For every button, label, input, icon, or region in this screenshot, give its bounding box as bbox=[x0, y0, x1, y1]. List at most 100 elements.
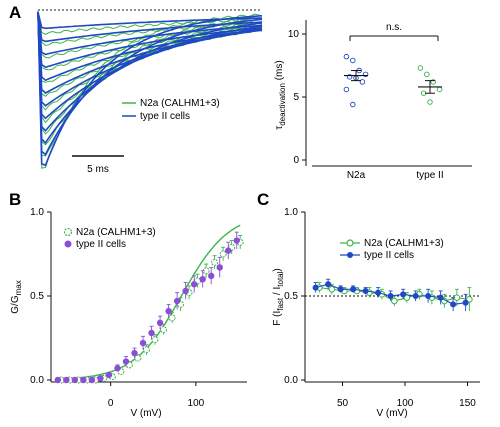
panel-a-right: τdeactivation (ms) n.s. N2a type II 0 5 10 bbox=[274, 20, 472, 181]
point-b-n2a-18 bbox=[211, 258, 219, 266]
point-b-n2a-9 bbox=[134, 354, 142, 362]
y-tick-label-b-0.5: 0.5 bbox=[30, 291, 44, 302]
y-axis-label-b: G/Gmax bbox=[10, 280, 23, 313]
point-c-type2-7 bbox=[400, 291, 407, 298]
point-a-1-1 bbox=[424, 71, 430, 78]
point-b-type2-2 bbox=[71, 376, 79, 384]
point-c-type2-5 bbox=[375, 289, 382, 296]
trace-n2a-11 bbox=[37, 10, 263, 35]
point-b-type2-19 bbox=[216, 264, 223, 271]
point-c-type2-8 bbox=[412, 293, 419, 299]
panel-c: F (Ifast / Itotal) V (mV) N2a (CALHM1+3)… bbox=[272, 207, 480, 419]
point-c-type2-1 bbox=[325, 281, 332, 288]
trace-type2-6 bbox=[37, 11, 263, 94]
point-b-type2-12 bbox=[156, 319, 164, 327]
point-b-n2a-12 bbox=[159, 326, 167, 334]
x-axis-label-c: V (mV) bbox=[376, 408, 407, 419]
y-tick-label-a-5: 5 bbox=[293, 92, 299, 103]
legend-label-c-n2a: N2a (CALHM1+3) bbox=[364, 238, 444, 249]
boltzmann-fit bbox=[59, 224, 241, 380]
panel-b: G/Gmax V (mV) N2a (CALHM1+3) type II cel… bbox=[10, 207, 247, 419]
x-tick-label-b-100: 100 bbox=[188, 398, 205, 409]
legend-marker-n2a bbox=[63, 227, 73, 237]
scale-bar-label: 5 ms bbox=[87, 164, 109, 175]
legend-a: N2a (CALHM1+3) type II cells bbox=[122, 98, 220, 122]
legend-marker-c-n2a bbox=[346, 239, 354, 247]
trace-type2-9 bbox=[37, 11, 263, 56]
point-b-type2-7 bbox=[114, 365, 121, 372]
point-a-0-0 bbox=[343, 53, 350, 60]
point-a-1-0 bbox=[417, 65, 424, 71]
point-b-type2-18 bbox=[208, 272, 215, 280]
trace-type2-7 bbox=[37, 11, 263, 82]
y-tick-label-b-1: 1.0 bbox=[30, 207, 44, 218]
point-b-type2-17 bbox=[199, 276, 206, 283]
y-axis-label-a: τdeactivation (ms) bbox=[274, 60, 287, 129]
y-tick-label-b-0: 0.0 bbox=[30, 375, 44, 386]
point-b-type2-9 bbox=[131, 349, 138, 357]
point-c-n2a-12 bbox=[466, 296, 473, 303]
point-c-type2-4 bbox=[362, 287, 369, 294]
category-label-n2a: N2a bbox=[347, 170, 366, 181]
point-c-type2-3 bbox=[350, 286, 357, 293]
point-b-n2a-19 bbox=[219, 250, 227, 258]
point-a-1-5 bbox=[427, 99, 433, 105]
scale-bar: 5 ms bbox=[72, 155, 124, 175]
y-axis-label-c: F (Ifast / Itotal) bbox=[272, 268, 285, 326]
legend-label-b-n2a: N2a (CALHM1+3) bbox=[76, 227, 156, 238]
point-b-type2-11 bbox=[148, 329, 155, 337]
trace-type2-10 bbox=[37, 11, 263, 43]
point-a-0-1 bbox=[350, 57, 356, 64]
point-c-type2-6 bbox=[387, 293, 394, 299]
point-a-0-6 bbox=[359, 79, 366, 85]
point-c-type2-2 bbox=[337, 286, 344, 293]
y-tick-label-a-0: 0 bbox=[293, 155, 299, 166]
point-c-n2a-1 bbox=[328, 285, 336, 293]
x-tick-label-c-150: 150 bbox=[459, 398, 476, 409]
legend-label-n2a: N2a (CALHM1+3) bbox=[140, 98, 220, 109]
point-b-type2-21 bbox=[233, 237, 240, 244]
point-a-0-8 bbox=[350, 101, 356, 108]
point-a-0-7 bbox=[343, 86, 350, 93]
point-b-type2-16 bbox=[190, 281, 198, 288]
point-b-type2-1 bbox=[63, 376, 70, 384]
legend-b: N2a (CALHM1+3) type II cells bbox=[63, 227, 156, 250]
trace-type2-8 bbox=[37, 11, 263, 69]
significance-label: n.s. bbox=[386, 22, 402, 33]
point-a-1-3 bbox=[436, 86, 443, 93]
x-tick-label-c-100: 100 bbox=[397, 398, 414, 409]
y-tick-label-a-10: 10 bbox=[288, 29, 300, 40]
point-a-1-2 bbox=[430, 79, 436, 85]
x-tick-label-b-0: 0 bbox=[108, 398, 114, 409]
y-tick-label-c-1: 1.0 bbox=[284, 207, 298, 218]
point-b-type2-8 bbox=[122, 358, 130, 365]
point-b-type2-5 bbox=[97, 375, 104, 382]
point-a-0-3 bbox=[362, 71, 369, 78]
point-b-type2-13 bbox=[165, 307, 172, 315]
panel-letter-c: C bbox=[257, 190, 269, 209]
current-traces bbox=[37, 9, 263, 169]
point-c-n2a-6 bbox=[391, 297, 398, 305]
point-c-type2-9 bbox=[425, 293, 432, 299]
point-b-type2-6 bbox=[105, 371, 113, 379]
point-c-type2-11 bbox=[450, 301, 457, 308]
point-b-type2-4 bbox=[88, 376, 96, 384]
point-b-type2-14 bbox=[173, 297, 181, 305]
point-b-type2-0 bbox=[54, 376, 62, 384]
point-b-type2-10 bbox=[139, 339, 147, 347]
point-b-type2-3 bbox=[80, 376, 87, 384]
x-tick-label-c-50: 50 bbox=[337, 398, 349, 409]
point-b-type2-20 bbox=[225, 247, 232, 254]
point-b-n2a-11 bbox=[151, 336, 159, 344]
legend-marker-c-type2 bbox=[347, 252, 353, 258]
point-b-n2a-13 bbox=[168, 314, 176, 322]
point-a-0-4 bbox=[346, 74, 353, 80]
point-b-type2-15 bbox=[182, 287, 189, 295]
legend-marker-type2 bbox=[64, 240, 72, 248]
y-tick-label-c-0: 0.0 bbox=[284, 375, 298, 386]
legend-label-c-type2: type II cells bbox=[364, 250, 414, 261]
legend-c: N2a (CALHM1+3) type II cells bbox=[340, 238, 444, 261]
point-c-type2-10 bbox=[437, 294, 444, 301]
point-c-type2-0 bbox=[312, 284, 319, 291]
